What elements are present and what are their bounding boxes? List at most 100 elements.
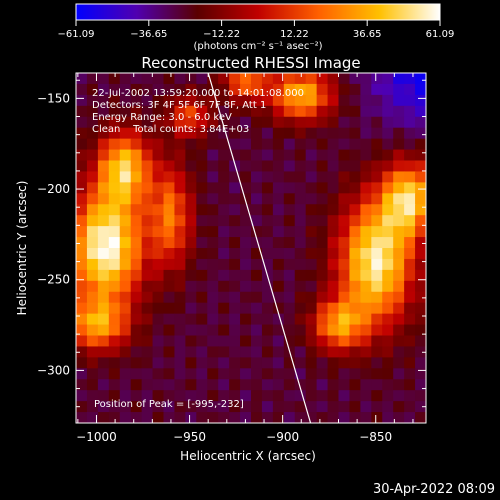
- heatmap-cell: [305, 149, 318, 162]
- heatmap-cell: [218, 248, 230, 260]
- heatmap-cell: [415, 138, 426, 151]
- heatmap-cell: [371, 412, 383, 423]
- heatmap-cell: [338, 368, 351, 380]
- heatmap-cell: [207, 226, 219, 238]
- heatmap-cell: [108, 237, 121, 249]
- heatmap-cell: [305, 116, 318, 129]
- heatmap-cell: [305, 313, 318, 326]
- y-tick-label: −300: [37, 363, 70, 377]
- heatmap-cell: [218, 313, 230, 326]
- heatmap-cell: [196, 193, 208, 205]
- heatmap-cell: [283, 73, 296, 85]
- heatmap-cell: [141, 269, 154, 282]
- heatmap-cell: [196, 324, 208, 337]
- heatmap-cell: [283, 182, 296, 194]
- heatmap-cell: [240, 302, 252, 315]
- heatmap-cell: [218, 401, 230, 413]
- heatmap-cell: [196, 368, 208, 380]
- heatmap-cell: [119, 204, 132, 216]
- heatmap-cell: [338, 269, 351, 282]
- heatmap-cell: [108, 138, 121, 151]
- heatmap-cell: [76, 138, 88, 151]
- heatmap-cell: [316, 379, 329, 391]
- heatmap-cell: [261, 116, 274, 129]
- heatmap-cell: [316, 149, 329, 162]
- heatmap-cell: [349, 368, 361, 380]
- heatmap-cell: [316, 280, 329, 293]
- heatmap-cell: [240, 215, 252, 227]
- heatmap-cell: [327, 291, 340, 304]
- heatmap-cell: [229, 127, 241, 140]
- heatmap-cell: [119, 94, 132, 107]
- heatmap-cell: [349, 302, 361, 315]
- heatmap-cell: [305, 280, 318, 293]
- heatmap-cell: [338, 138, 351, 151]
- heatmap-cell: [305, 204, 318, 216]
- heatmap-cell: [218, 83, 230, 96]
- heatmap-cell: [404, 324, 416, 337]
- heatmap-cell: [218, 215, 230, 227]
- heatmap-cell: [349, 379, 361, 391]
- heatmap-cell: [196, 335, 208, 348]
- heatmap-cell: [119, 258, 132, 271]
- heatmap-cell: [185, 346, 197, 358]
- heatmap-cell: [415, 335, 426, 348]
- heatmap-cell: [294, 127, 307, 140]
- timestamp: 30-Apr-2022 08:09: [373, 482, 495, 497]
- heatmap-cell: [360, 182, 372, 194]
- heatmap-cell: [371, 160, 383, 173]
- heatmap-cell: [119, 73, 132, 85]
- heatmap-cell: [86, 94, 99, 107]
- heatmap-cell: [283, 401, 296, 413]
- heatmap-cell: [163, 149, 176, 162]
- heatmap-cell: [119, 171, 132, 183]
- heatmap-cell: [108, 302, 121, 315]
- heatmap-cell: [251, 302, 263, 315]
- heatmap-cell: [119, 215, 132, 227]
- heatmap-cell: [141, 324, 154, 337]
- heatmap-cell: [272, 127, 285, 140]
- heatmap-cell: [327, 368, 340, 380]
- heatmap-cell: [360, 258, 372, 271]
- heatmap-cell: [349, 390, 361, 402]
- heatmap-cell: [119, 193, 132, 205]
- heatmap-cell: [305, 171, 318, 183]
- heatmap-cell: [218, 160, 230, 173]
- heatmap-cell: [349, 160, 361, 173]
- heatmap-cell: [119, 116, 132, 129]
- heatmap-cell: [360, 83, 372, 96]
- heatmap-cell: [119, 401, 132, 413]
- heatmap-cell: [86, 215, 99, 227]
- heatmap-cell: [349, 83, 361, 96]
- heatmap-cell: [240, 182, 252, 194]
- heatmap-cell: [174, 291, 186, 304]
- heatmap-cell: [229, 390, 241, 402]
- heatmap-cell: [360, 269, 372, 282]
- heatmap-cell: [393, 291, 405, 304]
- heatmap-cell: [141, 357, 154, 369]
- heatmap-cell: [119, 368, 132, 380]
- heatmap-cell: [97, 105, 110, 118]
- heatmap-cell: [305, 269, 318, 282]
- heatmap-cell: [261, 346, 274, 358]
- heatmap-cell: [119, 291, 132, 304]
- heatmap-cell: [185, 313, 197, 326]
- heatmap-cell: [349, 116, 361, 129]
- heatmap-cell: [174, 160, 186, 173]
- heatmap-cell: [130, 215, 143, 227]
- heatmap-cell: [196, 226, 208, 238]
- heatmap-cell: [251, 149, 263, 162]
- heatmap-cell: [196, 258, 208, 271]
- heatmap-cell: [229, 149, 241, 162]
- plot-frame: [75, 72, 427, 424]
- heatmap-cell: [130, 302, 143, 315]
- heatmap-cell: [283, 237, 296, 249]
- heatmap-cell: [338, 324, 351, 337]
- heatmap-cell: [349, 138, 361, 151]
- heatmap-cell: [174, 379, 186, 391]
- heatmap-cell: [174, 412, 186, 423]
- heatmap-cell: [261, 357, 274, 369]
- heatmap-cell: [316, 313, 329, 326]
- heatmap-cell: [305, 248, 318, 260]
- heatmap-cell: [119, 346, 132, 358]
